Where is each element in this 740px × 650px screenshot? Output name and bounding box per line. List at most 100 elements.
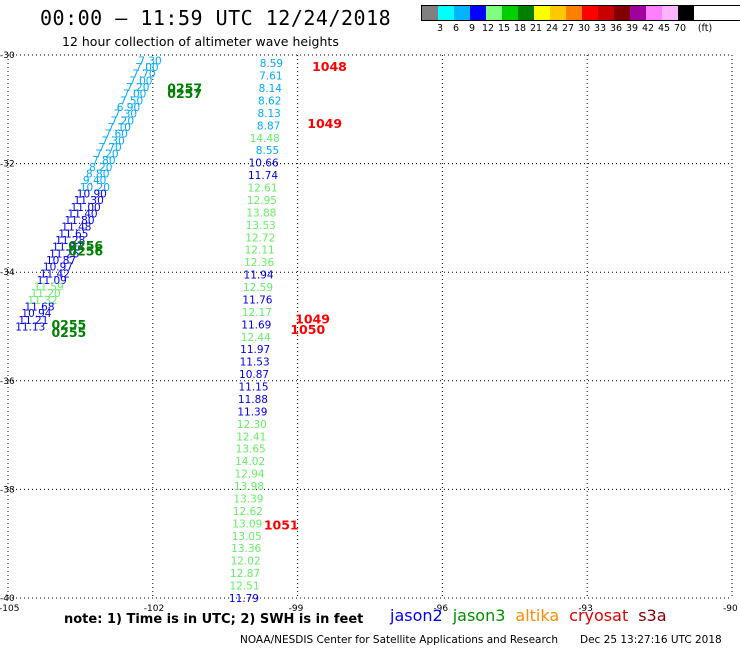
color-scale-tick: 70	[673, 23, 687, 34]
wave-height-label: 13.65	[236, 444, 266, 456]
wave-height-label: 10.90	[77, 188, 107, 200]
wave-height-label: 12.36	[244, 257, 274, 269]
wave-height-label: 11.15	[238, 382, 268, 394]
wave-height-label: 13.98	[234, 481, 264, 493]
color-swatch	[582, 6, 598, 20]
wave-height-label: 11.80	[64, 215, 94, 227]
wave-height-label: 11.53	[240, 357, 270, 369]
wave-height-label: 7.10	[108, 122, 131, 134]
wave-height-label: 7.20	[95, 149, 118, 161]
wave-height-label: 12.44	[241, 332, 271, 344]
color-swatch	[422, 6, 438, 20]
pass-time-label: 0257	[167, 86, 202, 101]
pass-time-label: 0256	[68, 243, 103, 258]
wave-height-label: 7.80	[92, 155, 115, 167]
wave-height-label: 11.30	[74, 195, 104, 207]
color-swatch	[630, 6, 646, 20]
wave-height-label: 7.70	[132, 69, 155, 81]
y-tick-label: -30	[0, 51, 15, 61]
pass-time-label: 1051	[264, 518, 299, 533]
wave-height-label: 11.79	[229, 593, 259, 605]
wave-height-label: 11.69	[241, 319, 271, 331]
pass-time-label: 0255	[51, 317, 86, 332]
wave-height-label: 14.48	[250, 133, 280, 145]
color-swatch	[454, 6, 470, 20]
wave-height-label: 13.05	[232, 531, 262, 543]
wave-height-label: 7.30	[138, 55, 161, 67]
wave-height-label: 7.30	[101, 135, 124, 147]
footnote: note: 1) Time is in UTC; 2) SWH is in fe…	[64, 612, 364, 627]
color-scale-tick: 12	[481, 23, 495, 34]
pass-time-label: 0256	[68, 238, 103, 253]
color-swatch	[470, 6, 486, 20]
wave-height-label: 12.95	[247, 195, 277, 207]
wave-height-label: 8.13	[257, 108, 280, 120]
wave-height-label: 12.61	[247, 183, 277, 195]
wave-height-label: 10.94	[21, 308, 51, 320]
pass-time-label: 1050	[290, 322, 325, 337]
wave-height-label: 11.33	[52, 242, 82, 254]
color-scale-tick: 18	[513, 23, 527, 34]
wave-height-label: 8.62	[258, 95, 281, 107]
wave-height-label: 7.70	[98, 142, 121, 154]
wave-height-label: 11.21	[18, 315, 48, 327]
wave-height-label: 11.65	[58, 228, 88, 240]
wave-height-label: 10.87	[46, 255, 76, 267]
x-tick-label: -99	[289, 604, 304, 614]
wave-height-label: 11.48	[61, 222, 91, 234]
color-swatch	[566, 6, 582, 20]
color-swatch	[550, 6, 566, 20]
wave-height-label: 7.50	[120, 95, 143, 107]
color-scale-unit: (ft)	[697, 23, 713, 34]
pass-time-label: 0257	[167, 81, 202, 96]
wave-height-label: 8.80	[86, 169, 109, 181]
color-scale-tick: 30	[577, 23, 591, 34]
wave-height-label: 8.59	[260, 58, 283, 70]
wave-height-label: 13.88	[246, 207, 276, 219]
wave-height-label: 10.20	[80, 182, 110, 194]
satellite-legend-item: altika	[515, 606, 560, 625]
satellite-legend-item: s3a	[638, 606, 667, 625]
credit-text: NOAA/NESDIS Center for Satellite Applica…	[240, 634, 558, 646]
wave-height-label: 13.36	[231, 543, 261, 555]
wave-height-label: 12.30	[237, 419, 267, 431]
color-swatch	[678, 6, 694, 20]
x-tick-label: -102	[144, 604, 164, 614]
wave-height-label: 11.32	[28, 295, 58, 307]
color-scale-ticks: 3 6 9 12 15 18 21 24 27 30 33 36 39 42 45 70 (ft)	[421, 21, 740, 34]
wave-height-label: 12.41	[236, 431, 266, 443]
color-scale-tick: 33	[593, 23, 607, 34]
wave-height-label: 8.14	[259, 83, 283, 95]
color-swatch	[646, 6, 662, 20]
satellite-legend: jason2 jason3 altika cryosat s3a	[390, 606, 677, 625]
color-scale-legend: 3 6 9 12 15 18 21 24 27 30 33 36 39 42 45 70 (ft)	[421, 5, 740, 34]
color-scale-tick: 45	[657, 23, 671, 34]
wave-height-label: 7.00	[129, 75, 152, 87]
wave-height-label: 12.72	[245, 232, 275, 244]
satellite-legend-item: jason3	[452, 606, 506, 625]
wave-height-label: 11.97	[240, 344, 270, 356]
wave-height-label: 12.94	[235, 469, 265, 481]
wave-height-label: 11.40	[68, 208, 98, 220]
x-tick-label: -96	[433, 604, 448, 614]
color-swatch	[534, 6, 550, 20]
color-swatch	[518, 6, 534, 20]
wave-height-label: 13.53	[246, 220, 276, 232]
color-swatch	[438, 6, 454, 20]
wave-height-label: 14.02	[235, 456, 265, 468]
color-scale-tick: 15	[497, 23, 511, 34]
wave-height-label: 12.11	[245, 245, 275, 257]
color-scale-tick: 3	[436, 23, 444, 34]
wave-height-label: 11.59	[34, 282, 64, 294]
wave-height-label: 12.62	[233, 506, 263, 518]
x-tick-label: -105	[0, 604, 19, 614]
color-swatch	[662, 6, 678, 20]
wave-height-label: 11.68	[24, 302, 54, 314]
y-tick-label: -36	[0, 377, 15, 387]
wave-height-label: 10.66	[249, 158, 279, 170]
wave-height-label: 12.59	[243, 282, 273, 294]
wave-height-label: 11.88	[238, 394, 268, 406]
pass-time-label: 1049	[307, 116, 342, 131]
wave-height-label: 12.17	[242, 307, 272, 319]
satellite-legend-item: jason2	[390, 606, 443, 625]
